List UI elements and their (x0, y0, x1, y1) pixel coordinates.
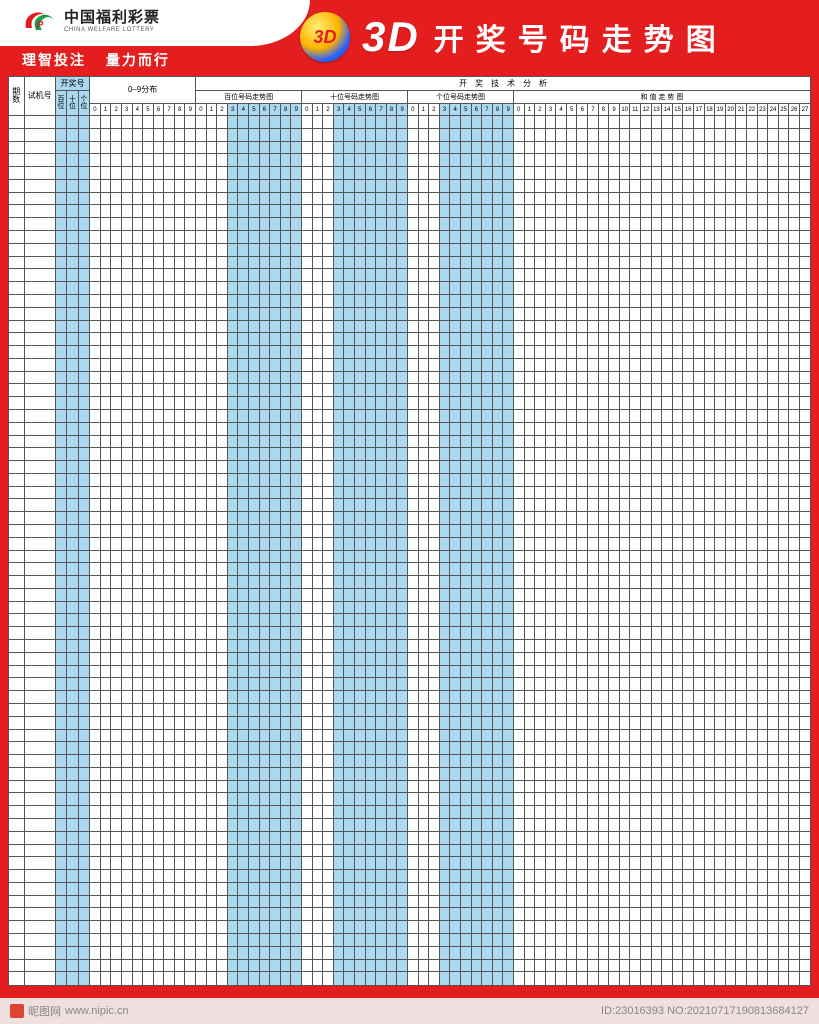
table-row (9, 346, 811, 359)
table-row (9, 576, 811, 589)
table-row (9, 934, 811, 947)
table-row (9, 703, 811, 716)
table-row (9, 384, 811, 397)
table-row (9, 614, 811, 627)
title: 3D 3D 开奖号码走势图 (300, 12, 728, 62)
table-row (9, 793, 811, 806)
table-row (9, 767, 811, 780)
slogan-b: 量力而行 (106, 52, 170, 68)
table-row (9, 243, 811, 256)
3d-ball-icon: 3D (300, 12, 350, 62)
table-row (9, 678, 811, 691)
title-rest: 开奖号码走势图 (434, 15, 728, 59)
table-row (9, 601, 811, 614)
table-row (9, 972, 811, 986)
slogan-a: 理智投注 (22, 52, 86, 68)
table-row (9, 512, 811, 525)
table-row (9, 154, 811, 167)
table-row (9, 716, 811, 729)
table-row (9, 307, 811, 320)
header: P 中国福利彩票 CHINA WELFARE LOTTERY 理智投注 量力而行… (0, 0, 819, 76)
table-row (9, 256, 811, 269)
table-row (9, 870, 811, 883)
table-row (9, 946, 811, 959)
lottery-logo-icon: P (22, 6, 58, 36)
table-row (9, 959, 811, 972)
table-row (9, 537, 811, 550)
table-row (9, 167, 811, 180)
table-row (9, 486, 811, 499)
table-row (9, 895, 811, 908)
table-row (9, 294, 811, 307)
table-row (9, 780, 811, 793)
table-row (9, 844, 811, 857)
slogan: 理智投注 量力而行 (22, 50, 170, 70)
table-row (9, 269, 811, 282)
site-url: www.nipic.cn (65, 1005, 129, 1017)
logo-cn: 中国福利彩票 (64, 10, 160, 25)
table-row (9, 588, 811, 601)
table-row (9, 231, 811, 244)
table-row (9, 691, 811, 704)
table-row (9, 282, 811, 295)
table-row (9, 218, 811, 231)
logo-text: 中国福利彩票 CHINA WELFARE LOTTERY (64, 10, 160, 33)
table-row (9, 499, 811, 512)
table-row (9, 320, 811, 333)
table-row (9, 409, 811, 422)
table-row (9, 333, 811, 346)
table-row (9, 921, 811, 934)
table-row (9, 422, 811, 435)
site-brand: 昵图网 www.nipic.cn (10, 1003, 129, 1019)
table-row (9, 435, 811, 448)
table-row (9, 742, 811, 755)
table-row (9, 448, 811, 461)
trend-chart-panel: 期数试机号开奖号0–9分布开 奖 技 术 分 析百位十位个位百位号码走势图十位号… (8, 76, 811, 986)
footer-meta: ID:23016393 NO:20210717190813684127 (601, 1005, 809, 1017)
table-row (9, 755, 811, 768)
table-row (9, 831, 811, 844)
table-row (9, 640, 811, 653)
site-name: 昵图网 (28, 1003, 61, 1019)
table-row (9, 908, 811, 921)
table-row (9, 461, 811, 474)
svg-text:P: P (37, 20, 44, 31)
table-row (9, 205, 811, 218)
table-row (9, 179, 811, 192)
table-row (9, 371, 811, 384)
poster-root: P 中国福利彩票 CHINA WELFARE LOTTERY 理智投注 量力而行… (0, 0, 819, 1024)
table-row (9, 627, 811, 640)
table-row (9, 665, 811, 678)
table-row (9, 192, 811, 205)
table-row (9, 857, 811, 870)
table-row (9, 525, 811, 538)
table-row (9, 550, 811, 563)
table-row (9, 818, 811, 831)
table-row (9, 882, 811, 895)
table-row (9, 141, 811, 154)
site-logo-icon (10, 1004, 24, 1018)
table-row (9, 729, 811, 742)
table-row (9, 652, 811, 665)
logo: P 中国福利彩票 CHINA WELFARE LOTTERY (22, 6, 160, 36)
table-row (9, 128, 811, 141)
table-row (9, 563, 811, 576)
watermark-footer: 昵图网 www.nipic.cn ID:23016393 NO:20210717… (0, 998, 819, 1024)
table-row (9, 397, 811, 410)
logo-en: CHINA WELFARE LOTTERY (64, 27, 160, 33)
table-row (9, 806, 811, 819)
trend-table: 期数试机号开奖号0–9分布开 奖 技 术 分 析百位十位个位百位号码走势图十位号… (8, 76, 811, 986)
table-row (9, 473, 811, 486)
table-row (9, 116, 811, 129)
title-3d: 3D (362, 13, 420, 61)
table-row (9, 358, 811, 371)
